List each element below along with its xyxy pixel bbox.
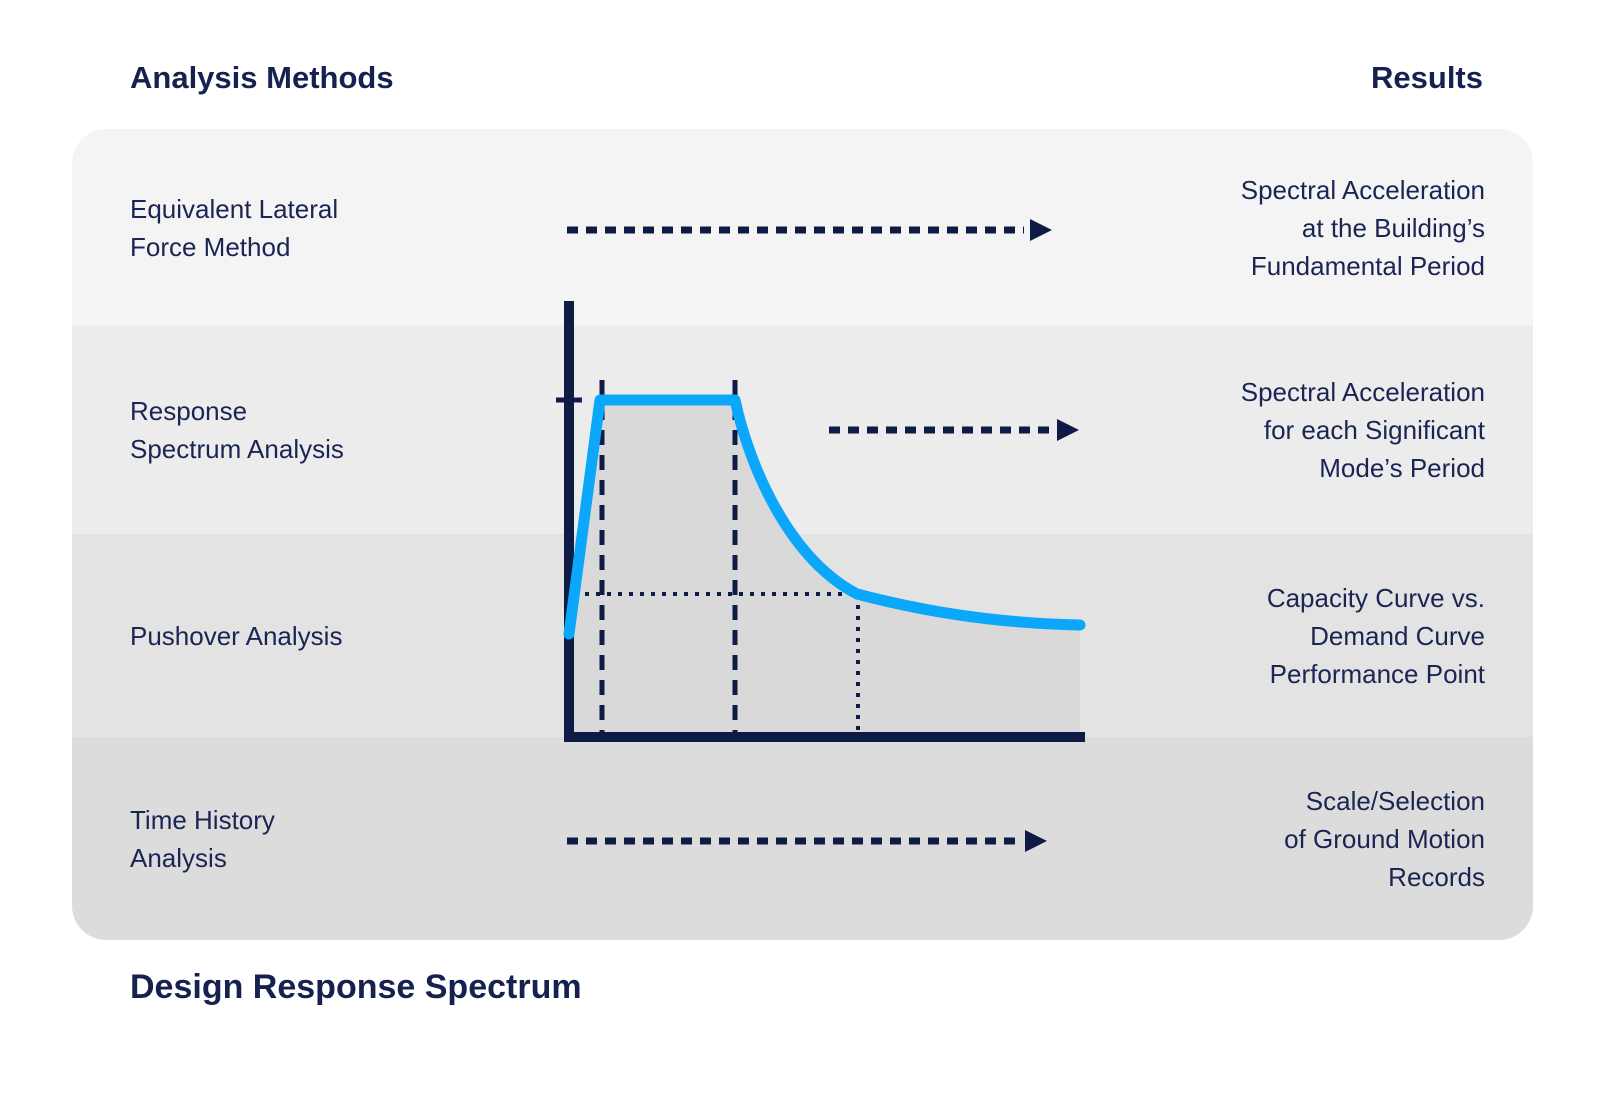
result-label: Scale/Selection of Ground Motion Records [1284,785,1485,892]
method-label: Equivalent Lateral Force Method [130,193,339,262]
row-pushover-analysis: Pushover Analysis Capacity Curve vs. Dem… [72,534,1533,737]
dashed-arrow-icon [829,419,1079,441]
row-response-spectrum-analysis: Response Spectrum Analysis Spectral Acce… [72,326,1533,534]
dashed-arrow-icon [567,219,1052,241]
heading-results: Results [1371,60,1483,95]
arrow-head [1025,830,1047,852]
chart-caption: Design Response Spectrum [130,968,582,1006]
result-label: Spectral Acceleration for each Significa… [1240,377,1485,483]
methods-results-panel: Equivalent Lateral Force Method Spectral… [72,129,1533,940]
row-equivalent-lateral-force-method: Equivalent Lateral Force Method Spectral… [72,129,1533,326]
result-label: Capacity Curve vs. Demand Curve Performa… [1266,582,1485,689]
column-headings: Analysis Methods Results [0,0,1600,96]
page: Analysis Methods Results Equivalent Late… [0,0,1600,1006]
result-label: Spectral Acceleration at the Building’s … [1240,174,1485,281]
arrow-head [1030,219,1052,241]
row-time-history-analysis: Time History Analysis Scale/Selection of… [72,737,1533,940]
arrow-head [1057,419,1079,441]
method-label: Pushover Analysis [130,620,343,651]
method-label: Response Spectrum Analysis [130,396,344,464]
method-label: Time History Analysis [130,804,275,873]
dashed-arrow-icon [567,830,1047,852]
heading-analysis-methods: Analysis Methods [130,60,394,95]
